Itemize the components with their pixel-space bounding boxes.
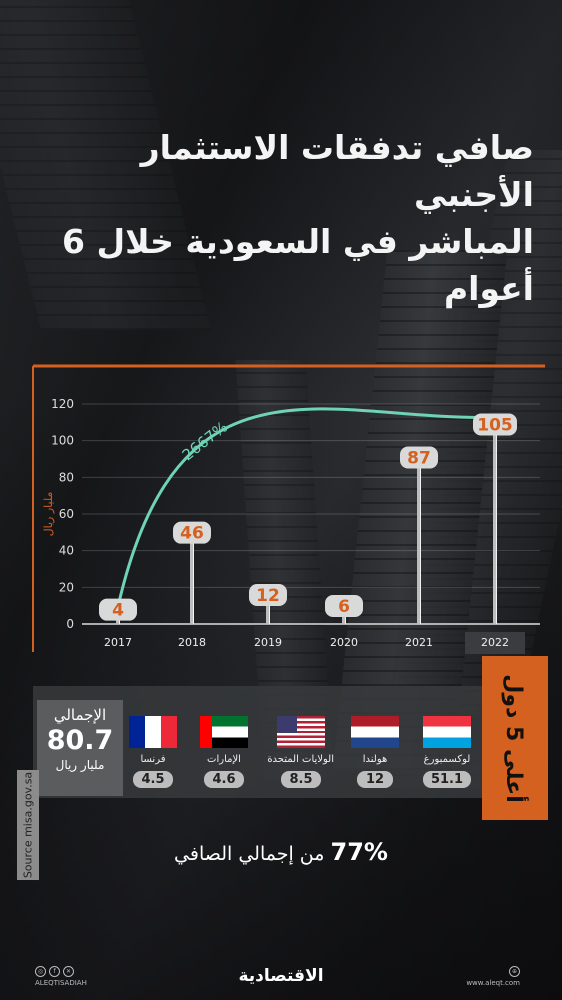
- country-value: 4.5: [133, 771, 173, 788]
- country-name: لوكسمبورغ: [423, 754, 471, 765]
- country-name: فرنسا: [140, 754, 166, 765]
- x-tick-label: 2018: [178, 636, 206, 649]
- footer-social: ◎ f ✕ ALEQTISADIAH: [35, 966, 87, 987]
- data-label-bubble: [173, 521, 211, 544]
- facebook-icon[interactable]: f: [49, 966, 60, 977]
- top5-side-label-box: أعلى 5 دول: [482, 656, 544, 820]
- country-value: 51.1: [422, 771, 472, 788]
- data-label-bubble: [325, 595, 363, 617]
- data-label-bubble: [249, 584, 287, 606]
- data-label: 12: [256, 586, 280, 606]
- y-tick-label: 40: [59, 544, 74, 558]
- top5-side-label: أعلى 5 دول: [500, 673, 526, 803]
- x-tick-label: 2021: [405, 636, 433, 649]
- share-percent: 77%: [330, 838, 388, 866]
- title-line-1: صافي تدفقات الاستثمار الأجنبي: [140, 128, 534, 214]
- country-uae: الإمارات 4.6: [191, 716, 257, 788]
- y-tick-label: 0: [66, 617, 74, 631]
- top5-side-bar: [482, 656, 548, 820]
- data-label: 6: [338, 597, 350, 617]
- data-label: 105: [477, 416, 513, 436]
- country-usa: الولايات المتحدة 8.5: [267, 716, 334, 788]
- y-tick-label: 120: [51, 397, 74, 411]
- website-url[interactable]: www.aleqt.com: [466, 979, 520, 987]
- y-tick-label: 80: [59, 470, 74, 484]
- y-tick-label: 60: [59, 507, 74, 521]
- social-handle: ALEQTISADIAH: [35, 979, 87, 987]
- uae-flag-icon: [200, 716, 248, 748]
- data-label-bubble: [473, 413, 517, 436]
- france-flag-icon: [129, 716, 177, 748]
- y-tick-label: 20: [59, 580, 74, 594]
- netherlands-flag-icon: [351, 716, 399, 748]
- x-tick-highlight: [465, 632, 525, 654]
- web-icon[interactable]: ⊕: [509, 966, 520, 977]
- country-netherlands: هولندا 12: [342, 716, 408, 788]
- country-luxembourg: لوكسمبورغ 51.1: [414, 716, 480, 788]
- country-value: 4.6: [204, 771, 244, 788]
- data-label: 4: [112, 601, 124, 621]
- total-label: الإجمالي: [53, 706, 107, 724]
- growth-curve: [116, 407, 489, 609]
- source-label-box: Source misa.gov.sa: [17, 770, 39, 880]
- source-label: Source misa.gov.sa: [21, 771, 35, 879]
- x-tick-label: 2017: [104, 636, 132, 649]
- footer-website: ⊕ www.aleqt.com: [466, 966, 520, 987]
- brand-logo: الاقتصادية: [238, 966, 324, 986]
- total-value: 80.7: [46, 725, 114, 756]
- data-label-bubble: [400, 446, 438, 469]
- country-name: الولايات المتحدة: [267, 754, 334, 765]
- page-title: صافي تدفقات الاستثمار الأجنبي المباشر في…: [20, 124, 534, 312]
- data-label-bubble: [99, 598, 137, 621]
- y-axis-label: مليار ريال: [42, 492, 55, 537]
- data-label: 46: [180, 524, 204, 544]
- luxembourg-flag-icon: [423, 716, 471, 748]
- share-text: من إجمالي الصافي: [174, 843, 325, 865]
- country-name: الإمارات: [207, 754, 241, 765]
- x-tick-label: 2020: [330, 636, 358, 649]
- x-icon[interactable]: ✕: [63, 966, 74, 977]
- country-france: فرنسا 4.5: [120, 716, 186, 788]
- instagram-icon[interactable]: ◎: [35, 966, 46, 977]
- title-line-2: المباشر في السعودية خلال 6 أعوام: [62, 222, 534, 308]
- x-tick-label: 2019: [254, 636, 282, 649]
- y-tick-label: 100: [51, 434, 74, 448]
- share-statement: 77% من إجمالي الصافي: [160, 838, 402, 866]
- country-value: 12: [357, 771, 393, 788]
- country-name: هولندا: [362, 754, 388, 765]
- data-label: 87: [407, 449, 431, 469]
- x-tick-label: 2022: [481, 636, 509, 649]
- country-value: 8.5: [281, 771, 321, 788]
- total-unit: مليار ريال: [55, 758, 105, 772]
- usa-flag-icon: [277, 716, 325, 748]
- total-box: الإجمالي 80.7 مليار ريال: [37, 700, 123, 796]
